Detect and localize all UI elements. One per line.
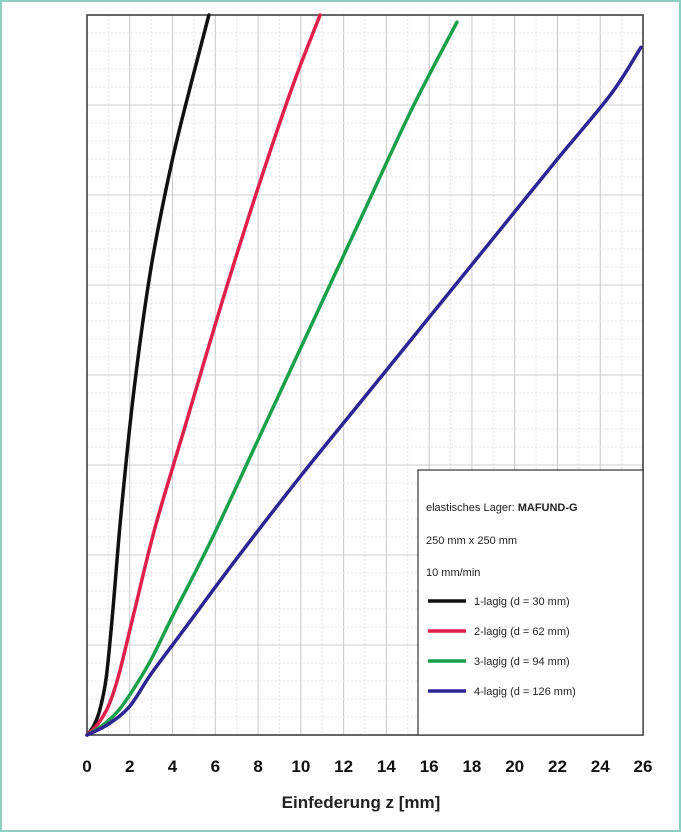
x-tick-label: 20 — [505, 757, 524, 776]
x-tick-label: 18 — [462, 757, 481, 776]
x-tick-label: 8 — [253, 757, 262, 776]
legend-speed: 10 mm/min — [426, 567, 480, 579]
series-line-3 — [85, 20, 459, 737]
legend-header: elastisches Lager: MAFUND-G — [426, 502, 578, 514]
series-line-1 — [85, 13, 211, 737]
x-tick-label: 26 — [634, 757, 653, 776]
series-line-2 — [85, 13, 322, 737]
x-tick-label: 4 — [168, 757, 178, 776]
x-tick-label: 12 — [334, 757, 353, 776]
x-tick-label: 0 — [82, 757, 91, 776]
x-tick-label: 6 — [211, 757, 220, 776]
x-tick-label: 22 — [548, 757, 567, 776]
series-line-4 — [85, 45, 643, 737]
legend-label-4: 4-lagig (d = 126 mm) — [474, 686, 576, 698]
x-tick-label: 24 — [591, 757, 610, 776]
x-axis-title: Einfederung z [mm] — [282, 793, 441, 812]
legend-label-1: 1-lagig (d = 30 mm) — [474, 596, 570, 608]
x-tick-label: 2 — [125, 757, 134, 776]
legend-dimensions: 250 mm x 250 mm — [426, 535, 517, 547]
legend-label-3: 3-lagig (d = 94 mm) — [474, 656, 570, 668]
x-tick-label: 16 — [420, 757, 439, 776]
x-tick-label: 10 — [291, 757, 310, 776]
legend-label-2: 2-lagig (d = 62 mm) — [474, 626, 570, 638]
x-tick-label: 14 — [377, 757, 396, 776]
plot-area-border — [86, 14, 644, 736]
